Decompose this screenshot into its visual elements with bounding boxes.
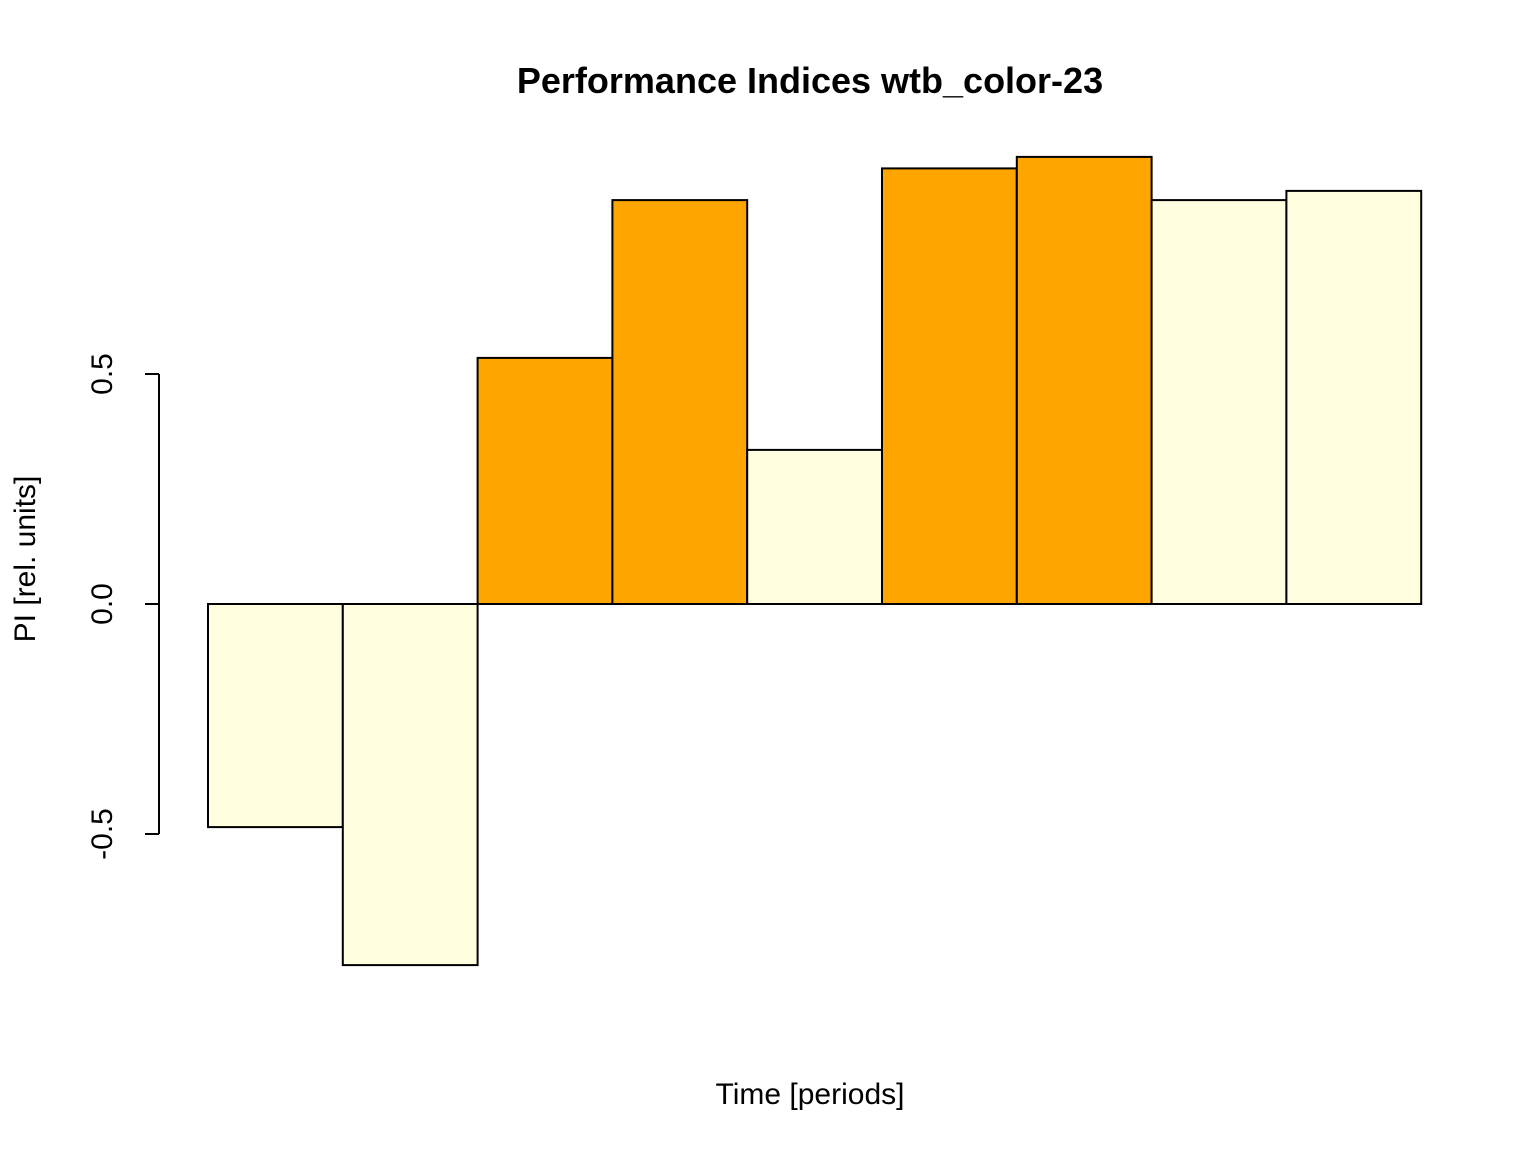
x-axis-label: Time [periods] <box>716 1078 905 1111</box>
y-tick-label: 0.5 <box>86 353 119 395</box>
bar-6 <box>881 167 1018 605</box>
bar-8 <box>1150 199 1288 605</box>
bar-2 <box>341 603 479 967</box>
bar-1 <box>207 603 344 829</box>
bar-3 <box>476 356 614 605</box>
y-axis: -0.5 0.0 0.5 <box>86 353 160 860</box>
bar-4 <box>611 199 749 605</box>
bar-5 <box>746 448 884 605</box>
bar-7 <box>1015 155 1153 605</box>
chart-title: Performance Indices wtb_color-23 <box>517 60 1103 101</box>
y-tick-label: 0.0 <box>86 583 119 625</box>
bar-9 <box>1285 189 1423 605</box>
y-tick-label: -0.5 <box>86 808 119 860</box>
bars-group <box>207 155 1423 967</box>
y-axis-label: PI [rel. units] <box>9 476 42 643</box>
